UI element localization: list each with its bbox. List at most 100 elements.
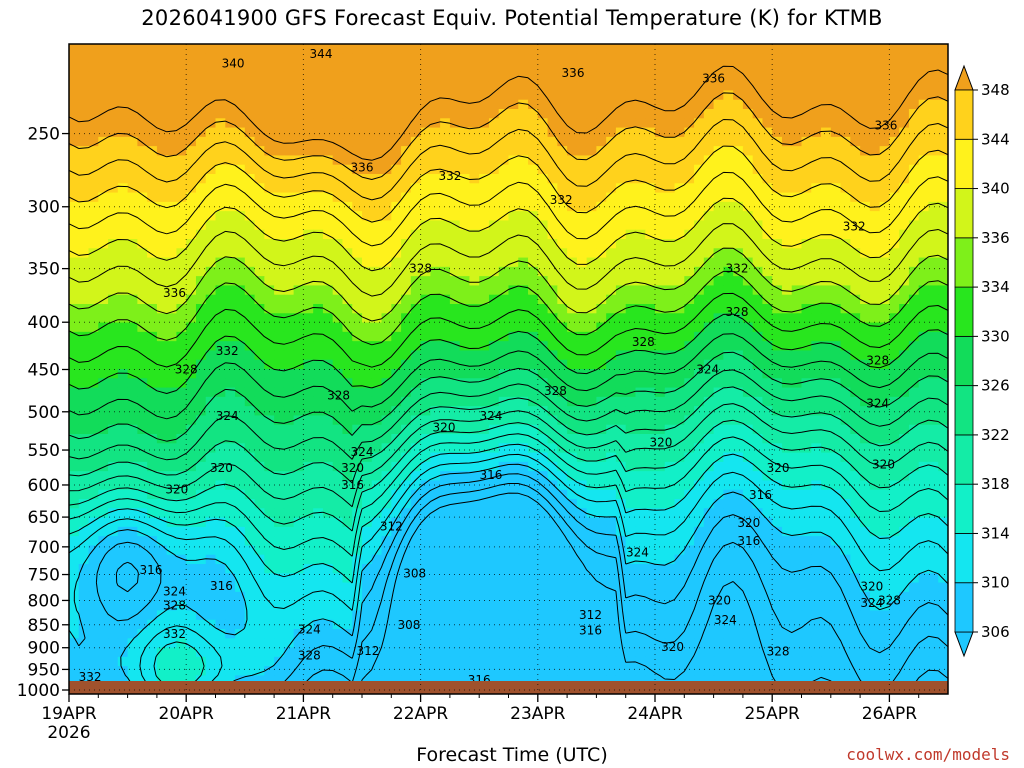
field-cell bbox=[547, 90, 558, 101]
field-cell bbox=[645, 44, 656, 54]
field-cell bbox=[352, 118, 363, 129]
field-cell bbox=[821, 62, 832, 73]
field-cell bbox=[362, 331, 373, 342]
field-cell bbox=[117, 136, 129, 147]
field-cell bbox=[537, 480, 549, 491]
field-cell bbox=[830, 294, 842, 305]
field-cell bbox=[703, 118, 715, 129]
field-cell bbox=[840, 174, 851, 184]
field-cell bbox=[479, 294, 490, 305]
field-cell bbox=[879, 499, 890, 509]
field-cell bbox=[381, 90, 392, 101]
field-cell bbox=[596, 406, 607, 417]
field-cell bbox=[449, 396, 461, 407]
field-cell bbox=[235, 378, 246, 389]
field-cell bbox=[850, 304, 861, 314]
field-cell bbox=[225, 359, 236, 370]
field-cell bbox=[293, 239, 304, 249]
field-cell bbox=[518, 220, 529, 231]
field-cell bbox=[508, 285, 519, 296]
field-cell bbox=[186, 285, 197, 296]
field-cell bbox=[830, 415, 842, 426]
field-cell bbox=[528, 136, 539, 147]
field-cell bbox=[781, 174, 793, 184]
field-cell bbox=[684, 415, 695, 426]
field-cell bbox=[684, 99, 695, 110]
field-cell bbox=[420, 517, 431, 528]
field-cell bbox=[528, 369, 539, 379]
field-cell bbox=[293, 164, 304, 175]
field-cell bbox=[537, 461, 549, 472]
field-cell bbox=[537, 341, 549, 352]
field-cell bbox=[156, 155, 168, 166]
field-cell bbox=[156, 192, 168, 203]
field-cell bbox=[703, 545, 715, 556]
field-cell bbox=[742, 424, 754, 435]
field-cell bbox=[313, 341, 324, 352]
field-cell bbox=[479, 536, 490, 547]
field-cell bbox=[713, 359, 724, 370]
field-cell bbox=[625, 369, 637, 379]
field-cell bbox=[821, 257, 832, 268]
field-cell bbox=[938, 331, 948, 342]
field-cell bbox=[840, 415, 851, 426]
field-cell bbox=[274, 266, 285, 277]
field-cell bbox=[723, 304, 734, 314]
field-cell bbox=[371, 480, 383, 491]
field-cell bbox=[186, 164, 197, 175]
field-cell bbox=[596, 229, 607, 240]
field-cell bbox=[410, 211, 422, 222]
field-cell bbox=[235, 461, 246, 472]
field-cell bbox=[108, 71, 119, 82]
field-cell bbox=[137, 471, 148, 482]
field-cell bbox=[635, 415, 646, 426]
field-cell bbox=[322, 452, 334, 463]
field-cell bbox=[752, 471, 764, 482]
field-cell bbox=[235, 359, 246, 370]
field-cell bbox=[645, 220, 656, 231]
field-cell bbox=[254, 192, 265, 203]
field-cell bbox=[547, 257, 558, 268]
field-cell bbox=[850, 257, 861, 268]
field-cell bbox=[606, 396, 617, 407]
field-cell bbox=[69, 471, 80, 482]
field-cell bbox=[459, 276, 471, 287]
field-cell bbox=[781, 322, 793, 333]
field-cell bbox=[645, 257, 656, 268]
field-cell bbox=[674, 536, 685, 547]
field-cell bbox=[879, 369, 890, 379]
field-cell bbox=[674, 461, 685, 472]
field-cell bbox=[840, 285, 851, 296]
field-cell bbox=[322, 508, 334, 519]
field-cell bbox=[625, 109, 637, 119]
field-cell bbox=[694, 434, 705, 444]
field-cell bbox=[69, 90, 80, 101]
field-cell bbox=[469, 44, 480, 54]
field-cell bbox=[899, 257, 910, 268]
field-cell bbox=[303, 248, 314, 259]
field-cell bbox=[430, 248, 441, 259]
field-cell bbox=[850, 471, 861, 482]
field-cell bbox=[899, 229, 910, 240]
field-cell bbox=[762, 266, 773, 277]
field-cell bbox=[840, 406, 851, 417]
field-cell bbox=[488, 508, 500, 519]
field-cell bbox=[518, 304, 529, 314]
field-cell bbox=[88, 90, 99, 101]
field-cell bbox=[703, 266, 715, 277]
field-cell bbox=[205, 452, 217, 463]
field-cell bbox=[342, 313, 353, 324]
field-cell bbox=[674, 211, 685, 222]
field-cell bbox=[821, 369, 832, 379]
field-cell bbox=[420, 136, 431, 147]
field-cell bbox=[147, 554, 158, 565]
field-cell bbox=[567, 192, 578, 203]
field-cell bbox=[869, 220, 881, 231]
field-cell bbox=[557, 99, 568, 110]
field-cell bbox=[205, 304, 217, 314]
field-cell bbox=[283, 62, 295, 73]
field-cell bbox=[723, 201, 734, 212]
field-cell bbox=[166, 71, 178, 82]
field-cell bbox=[518, 526, 529, 537]
field-cell bbox=[156, 443, 168, 454]
